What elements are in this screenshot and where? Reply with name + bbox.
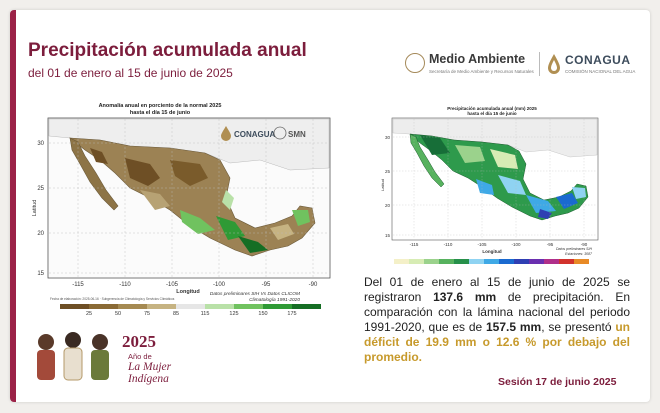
lon-tick-label: -90 <box>309 282 318 288</box>
lon-tick-label: -110 <box>119 282 131 288</box>
lon-tick-label: -110 <box>444 242 453 247</box>
women-illustration-icon <box>37 332 109 381</box>
accumulated-precip-map: Precipitación acumulada anual (mm) 2025 … <box>380 105 603 273</box>
smn-map-logo: SMN <box>273 126 306 140</box>
lon-tick-label: -115 <box>410 242 419 247</box>
lat-tick-label: 25 <box>37 186 44 192</box>
lon-tick-label: -95 <box>547 242 554 247</box>
year-logo-year: 2025 <box>122 332 156 351</box>
anomaly-map: Anomalía anual en porciento de la normal… <box>30 98 340 316</box>
page-title: Precipitación acumulada anual <box>28 40 307 61</box>
anomaly-map-subtitle: hasta el día 15 de junio <box>130 110 191 116</box>
summary-part: de precipitación. En comparación con la … <box>364 290 631 334</box>
legend-value: 125 <box>229 311 238 316</box>
year-logo: 2025 Año de La Mujer Indígena <box>28 328 208 385</box>
slide: Precipitación acumulada anual del 01 de … <box>10 10 650 402</box>
conagua-logo: CONAGUA COMISIÓN NACIONAL DEL AGUA <box>547 50 642 80</box>
seal-icon <box>405 53 425 73</box>
legend-value: 150 <box>258 311 267 316</box>
conagua-map-label: CONAGUA <box>234 130 276 139</box>
legend-value: 50 <box>115 311 121 316</box>
page-subtitle: del 01 de enero al 15 de junio de 2025 <box>28 66 233 80</box>
summary-text: Del 01 de enero al 15 de junio de 2025 s… <box>364 275 630 365</box>
recorded-precip-value: 137.6 mm <box>433 290 497 304</box>
anomaly-map-footer: Fecha de elaboración: 2025-06-16 · Subge… <box>50 297 175 301</box>
lat-tick-label: 20 <box>385 203 391 208</box>
accum-map-note: Estaciones: 3087 <box>565 252 593 256</box>
medio-ambiente-logo: Medio Ambiente Secretaría de Medio Ambie… <box>405 50 535 80</box>
accum-map-subtitle: hasta el día 15 de junio <box>467 111 517 116</box>
conagua-label: CONAGUA <box>565 53 631 67</box>
normal-precip-value: 157.5 mm <box>486 320 542 334</box>
conagua-drop-icon <box>548 54 560 74</box>
lon-tick-label: -90 <box>581 242 588 247</box>
medio-ambiente-label: Medio Ambiente <box>429 52 526 66</box>
anomaly-map-note: Datos preliminares SIH Vs Datos CLICOM <box>210 291 300 297</box>
year-logo-line3: Indígena <box>128 373 169 385</box>
deficit-highlight: un déficit de 19.9 mm o 12.6 % por debaj… <box>364 320 630 364</box>
summary-part: , se presentó <box>541 320 616 334</box>
lon-tick-label: -115 <box>72 282 84 288</box>
smn-map-label: SMN <box>288 130 306 139</box>
conagua-sublabel: COMISIÓN NACIONAL DEL AGUA <box>565 69 636 74</box>
anomaly-x-axis-label: Longitud <box>176 289 200 295</box>
conagua-map-logo: CONAGUA <box>221 126 276 141</box>
lat-tick-label: 25 <box>385 169 391 174</box>
lat-tick-label: 30 <box>385 135 391 140</box>
legend-value: 85 <box>173 311 179 316</box>
accent-bar <box>10 10 16 402</box>
lon-tick-label: -105 <box>166 282 179 288</box>
lat-tick-label: 15 <box>385 233 391 238</box>
lon-tick-label: -95 <box>262 282 271 288</box>
lon-tick-label: -100 <box>213 282 226 288</box>
lat-tick-label: 15 <box>37 271 44 277</box>
year-logo-line1: Año de <box>128 352 152 361</box>
lon-tick-label: -105 <box>477 242 487 247</box>
anomaly-map-title: Anomalía anual en porciento de la normal… <box>99 103 222 109</box>
institution-logos: Medio Ambiente Secretaría de Medio Ambie… <box>405 48 640 82</box>
anomaly-legend <box>60 304 321 309</box>
anomaly-y-axis-label: Latitud <box>32 200 38 217</box>
legend-value: 75 <box>144 311 150 316</box>
lon-tick-label: -100 <box>511 242 521 247</box>
lat-tick-label: 20 <box>37 231 44 237</box>
accum-map-note: Datos preliminares SIH <box>556 247 592 251</box>
accum-y-axis-label: Latitud <box>380 179 385 191</box>
accum-legend <box>394 259 589 264</box>
year-logo-line2: La Mujer <box>128 361 172 373</box>
summary-part: Del 01 de enero al 15 de junio de 2025 s… <box>364 275 630 304</box>
logo-divider <box>539 52 540 76</box>
anomaly-map-note: Climatología 1991-2020 <box>249 297 300 303</box>
accum-x-axis-label: Longitud <box>482 249 501 254</box>
medio-ambiente-sublabel: Secretaría de Medio Ambiente y Recursos … <box>429 69 534 74</box>
legend-value: 175 <box>287 311 296 316</box>
legend-value: 115 <box>201 311 210 316</box>
accum-map-title: Precipitación acumulada anual (mm) 2025 <box>447 106 537 111</box>
legend-value: 25 <box>86 311 92 316</box>
session-date: Sesión 17 de junio 2025 <box>498 376 617 388</box>
lat-tick-label: 30 <box>37 141 44 147</box>
